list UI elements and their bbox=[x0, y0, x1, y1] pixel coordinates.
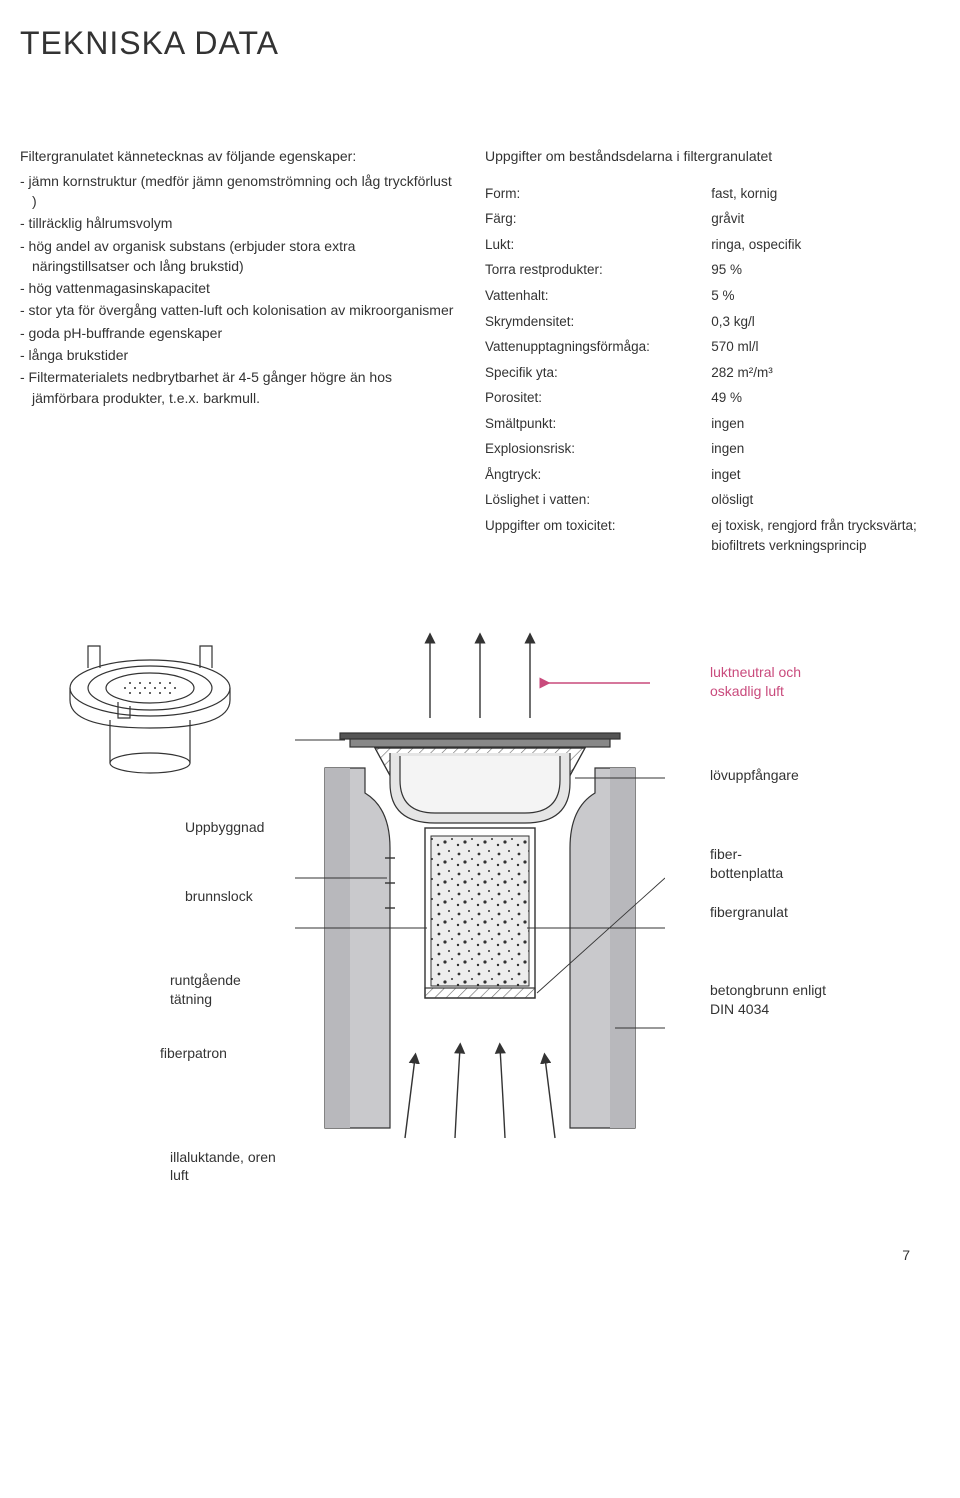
property-item: - goda pH-buffrande egenskaper bbox=[20, 323, 455, 343]
spec-value: olösligt bbox=[711, 487, 920, 513]
property-item: - tillräcklig hålrumsvolym bbox=[20, 213, 455, 233]
spec-row: Specifik yta:282 m²/m³ bbox=[485, 360, 920, 386]
property-item: - långa brukstider bbox=[20, 345, 455, 365]
lovuppfangare-label: lövuppfångare bbox=[710, 766, 890, 785]
specs-table: Form:fast, kornigFärg:gråvitLukt:ringa, … bbox=[485, 181, 920, 558]
property-item: - hög vattenmagasinskapacitet bbox=[20, 278, 455, 298]
spec-value: gråvit bbox=[711, 206, 920, 232]
spec-row: Färg:gråvit bbox=[485, 206, 920, 232]
property-item: - stor yta för övergång vatten-luft och … bbox=[20, 300, 455, 320]
spec-label: Uppgifter om toxicitet: bbox=[485, 513, 711, 558]
spec-value: 0,3 kg/l bbox=[711, 309, 920, 335]
spec-value: ingen bbox=[711, 436, 920, 462]
page-number: 7 bbox=[20, 1245, 920, 1265]
spec-value: ingen bbox=[711, 411, 920, 437]
spec-row: Vattenupptagningsförmåga:570 ml/l bbox=[485, 334, 920, 360]
cross-section-svg bbox=[295, 628, 665, 1148]
spec-row: Lukt:ringa, ospecifik bbox=[485, 232, 920, 258]
intro-text: Filtergranulatet kännetecknas av följand… bbox=[20, 146, 455, 166]
brunnslock-label: brunnslock bbox=[185, 887, 253, 906]
spec-label: Form: bbox=[485, 181, 711, 207]
spec-row: Torra restprodukter:95 % bbox=[485, 257, 920, 283]
spec-label: Vattenupptagningsförmåga: bbox=[485, 334, 711, 360]
well-lid-icon bbox=[60, 628, 240, 778]
diagram-left-labels: Uppbyggnad brunnslock runtgående tätning… bbox=[20, 628, 270, 1185]
cross-section-diagram bbox=[270, 628, 690, 1185]
spec-row: Skrymdensitet:0,3 kg/l bbox=[485, 309, 920, 335]
spec-row: Explosionsrisk:ingen bbox=[485, 436, 920, 462]
page-title: TEKNISKA DATA bbox=[20, 20, 920, 66]
luktneutral-label: luktneutral och oskadlig luft bbox=[710, 663, 840, 701]
spec-value: inget bbox=[711, 462, 920, 488]
spec-label: Vattenhalt: bbox=[485, 283, 711, 309]
spec-row: Uppgifter om toxicitet:ej toxisk, rengjo… bbox=[485, 513, 920, 558]
spec-value: 282 m²/m³ bbox=[711, 360, 920, 386]
properties-column: Filtergranulatet kännetecknas av följand… bbox=[20, 146, 455, 558]
diagram-section: Uppbyggnad brunnslock runtgående tätning… bbox=[20, 628, 920, 1185]
property-item: - Filtermaterialets nedbrytbarhet är 4-5… bbox=[20, 367, 455, 408]
specifications-column: Uppgifter om beståndsdelarna i filtergra… bbox=[485, 146, 920, 558]
spec-value: 5 % bbox=[711, 283, 920, 309]
spec-value: ej toxisk, rengjord från trycksvärta; bi… bbox=[711, 513, 920, 558]
spec-label: Porositet: bbox=[485, 385, 711, 411]
spec-row: Form:fast, kornig bbox=[485, 181, 920, 207]
spec-value: 570 ml/l bbox=[711, 334, 920, 360]
property-item: - hög andel av organisk substans (erbjud… bbox=[20, 236, 455, 277]
properties-list: - jämn kornstruktur (medför jämn genomst… bbox=[20, 171, 455, 408]
fibergranulat-label: fibergranulat bbox=[710, 903, 890, 922]
spec-label: Smältpunkt: bbox=[485, 411, 711, 437]
spec-value: fast, kornig bbox=[711, 181, 920, 207]
spec-label: Ångtryck: bbox=[485, 462, 711, 488]
spec-label: Löslighet i vatten: bbox=[485, 487, 711, 513]
property-item: - jämn kornstruktur (medför jämn genomst… bbox=[20, 171, 455, 212]
spec-row: Vattenhalt:5 % bbox=[485, 283, 920, 309]
spec-value: 95 % bbox=[711, 257, 920, 283]
spec-label: Torra restprodukter: bbox=[485, 257, 711, 283]
uppbyggnad-label: Uppbyggnad bbox=[185, 818, 264, 837]
spec-label: Färg: bbox=[485, 206, 711, 232]
two-column-layout: Filtergranulatet kännetecknas av följand… bbox=[20, 146, 920, 558]
fiberbottenplatta-label: fiber-bottenplatta bbox=[710, 845, 810, 883]
spec-label: Specifik yta: bbox=[485, 360, 711, 386]
specs-heading: Uppgifter om beståndsdelarna i filtergra… bbox=[485, 146, 920, 166]
spec-row: Smältpunkt:ingen bbox=[485, 411, 920, 437]
fiberpatron-label: fiberpatron bbox=[160, 1044, 227, 1063]
spec-row: Porositet:49 % bbox=[485, 385, 920, 411]
diagram-right-labels: luktneutral och oskadlig luft lövuppfång… bbox=[690, 628, 890, 1185]
spec-label: Explosionsrisk: bbox=[485, 436, 711, 462]
runtgaende-label: runtgående tätning bbox=[170, 971, 260, 1009]
spec-label: Skrymdensitet: bbox=[485, 309, 711, 335]
spec-label: Lukt: bbox=[485, 232, 711, 258]
spec-value: ringa, ospecifik bbox=[711, 232, 920, 258]
spec-value: 49 % bbox=[711, 385, 920, 411]
betongbrunn-label: betongbrunn enligt DIN 4034 bbox=[710, 981, 830, 1019]
spec-row: Ångtryck:inget bbox=[485, 462, 920, 488]
spec-row: Löslighet i vatten:olösligt bbox=[485, 487, 920, 513]
